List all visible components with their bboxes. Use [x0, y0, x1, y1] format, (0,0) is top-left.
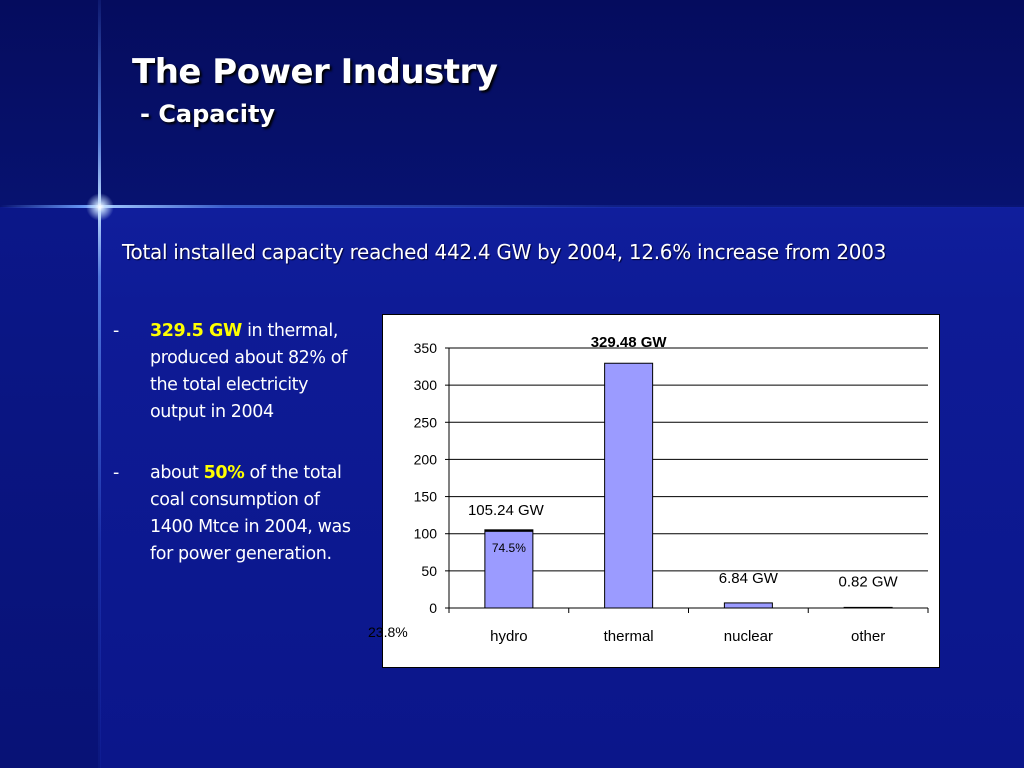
y-tick-label: 0 [429, 600, 437, 616]
summary-text: Total installed capacity reached 442.4 G… [122, 240, 887, 264]
bullet-dash: - [113, 463, 119, 483]
bar-thermal [604, 362, 654, 609]
y-tick-label: 300 [414, 377, 438, 393]
x-tick-label: hydro [490, 628, 528, 645]
decorative-horizontal-line [0, 205, 1024, 208]
data-label: 6.84 GW [719, 570, 779, 587]
bullet-prefix: about [150, 463, 204, 483]
x-tick-label: nuclear [724, 628, 773, 645]
bar-top-edge [484, 529, 533, 532]
data-label: 329.48 GW [591, 334, 668, 351]
bullet-highlight: 329.5 GW [150, 321, 242, 341]
x-tick-label: thermal [604, 628, 654, 645]
bar-other [843, 606, 893, 609]
bullet-item: - 329.5 GW in thermal, produced about 82… [110, 318, 360, 426]
data-label: 105.24 GW [468, 502, 545, 519]
bullet-list: - 329.5 GW in thermal, produced about 82… [110, 318, 360, 602]
bullet-text: of the total coal consumption of 1400 Mt… [150, 463, 351, 564]
y-tick-label: 350 [414, 340, 438, 356]
data-label: 0.82 GW [839, 573, 899, 590]
slide-subtitle: - Capacity [140, 100, 276, 128]
annotation-label: 74.5% [492, 541, 526, 555]
slide-title: The Power Industry [132, 52, 498, 92]
bullet-item: - about 50% of the total coal consumptio… [110, 460, 360, 568]
bullet-dash: - [113, 321, 119, 341]
annotation-label: 23.8% [368, 624, 408, 640]
chart-container: 0 50 100 150 200 250 300 350 hydro 105.24 GW therm… [382, 314, 940, 668]
y-tick-label: 150 [414, 489, 438, 505]
bullet-text: in thermal, produced about 82% of the to… [150, 321, 347, 422]
left-panel-background [0, 207, 100, 768]
x-tick-label: other [851, 628, 885, 645]
sparkle-icon [86, 193, 114, 221]
y-tick-label: 250 [414, 414, 438, 430]
header-background [0, 0, 1024, 207]
bar-chart: 0 50 100 150 200 250 300 350 hydro 105.24 GW therm… [414, 334, 929, 645]
decorative-vertical-line [98, 0, 101, 768]
bar-nuclear [723, 602, 773, 609]
y-tick-label: 100 [414, 526, 438, 542]
bullet-highlight: 50% [203, 463, 245, 483]
y-tick-label: 200 [414, 451, 438, 467]
y-tick-label: 50 [421, 563, 437, 579]
